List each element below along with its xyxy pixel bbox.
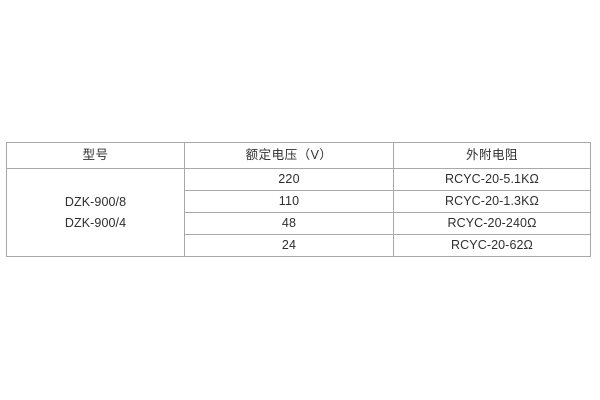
cell-resistor: RCYC-20-62Ω [393,234,591,257]
table-header: 型号 额定电压（V） 外附电阻 [6,142,591,169]
relay-specification-table: 型号 额定电压（V） 外附电阻 DZK-900/8 DZK-900/4 220 … [6,142,591,257]
model-name-line-2: DZK-900/4 [64,215,127,230]
column-header-rated-voltage: 额定电压（V） [184,142,394,169]
cell-resistor: RCYC-20-1.3KΩ [393,190,591,213]
column-header-model: 型号 [6,142,185,169]
cell-voltage: 24 [184,234,394,257]
cell-resistor: RCYC-20-240Ω [393,212,591,235]
cell-resistor: RCYC-20-5.1KΩ [393,168,591,191]
cell-voltage: 110 [184,190,394,213]
table-row: 110 RCYC-20-1.3KΩ [7,190,591,213]
cell-voltage: 48 [184,212,394,235]
specification-table-container: 型号 额定电压（V） 外附电阻 DZK-900/8 DZK-900/4 220 … [6,142,591,257]
table-header-row: 型号 额定电压（V） 外附电阻 [6,142,591,169]
table-row: 24 RCYC-20-62Ω [7,234,591,257]
cell-model-merged: DZK-900/8 DZK-900/4 [6,168,185,257]
model-name-line-1: DZK-900/8 [64,194,127,209]
column-header-external-resistor: 外附电阻 [393,142,591,169]
table-body: DZK-900/8 DZK-900/4 220 RCYC-20-5.1KΩ 11… [6,168,591,257]
cell-voltage: 220 [184,168,394,191]
table-row: 48 RCYC-20-240Ω [7,212,591,235]
table-row: DZK-900/8 DZK-900/4 220 RCYC-20-5.1KΩ [6,168,591,257]
